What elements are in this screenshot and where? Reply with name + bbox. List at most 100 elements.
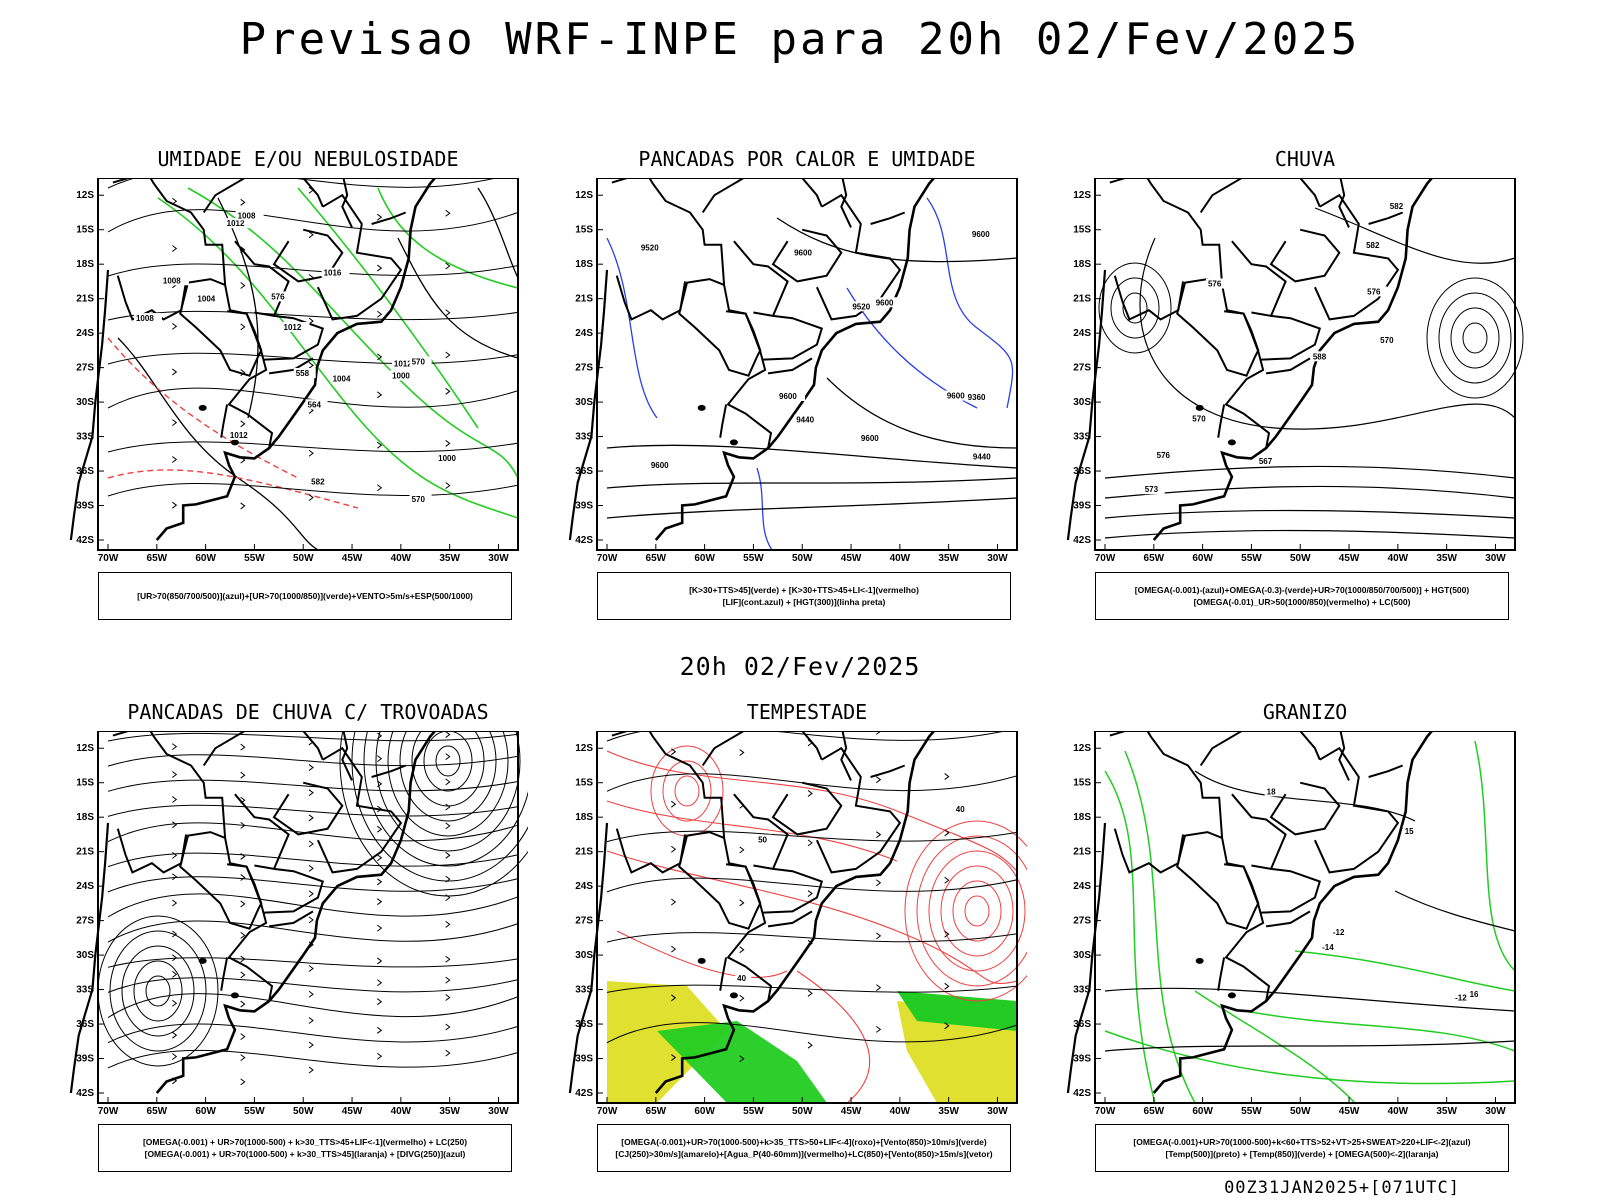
- legend-trovoadas: [OMEGA(-0.001) + UR>70(1000-500) + k>30_…: [98, 1124, 512, 1172]
- map-tempestade: 40 50 40 12S 15S 18S 21S 24S 27S 30S 33S 36S 39S 42S 7…: [568, 731, 1027, 1117]
- legend-granizo: [OMEGA(-0.001)+UR>70(1000-500)+k<60+TTS>…: [1095, 1124, 1509, 1172]
- lon-tick-label: 30W: [987, 1106, 1008, 1117]
- lon-tick-label: 50W: [293, 1106, 314, 1117]
- contour-label: 9600: [972, 230, 990, 239]
- contour-label: 9520: [641, 244, 659, 253]
- lat-tick-label: 12S: [76, 190, 94, 201]
- lat-tick-label: 15S: [1073, 225, 1091, 236]
- lon-tick-label: 45W: [342, 1106, 363, 1117]
- contour-label: 570: [412, 357, 426, 366]
- contour-label: 1012: [284, 323, 302, 332]
- lat-tick-label: 42S: [76, 535, 94, 546]
- lon-tick-label: 45W: [841, 1106, 862, 1117]
- contour-label: 582: [1390, 202, 1404, 211]
- map-trovoadas: 12S 15S 18S 21S 24S 27S 30S 33S 36S 39S 42S 70W 65W 6…: [69, 731, 528, 1117]
- lat-tick-label: 30S: [1073, 950, 1091, 961]
- lat-tick-label: 12S: [1073, 190, 1091, 201]
- contour-label: 18: [1267, 787, 1276, 796]
- lat-tick-label: 39S: [1073, 501, 1091, 512]
- contour-label: 9600: [794, 248, 812, 257]
- contour-label: 1004: [197, 295, 215, 304]
- lon-tick-label: 65W: [1144, 1106, 1165, 1117]
- lat-tick-label: 15S: [76, 225, 94, 236]
- lon-tick-label: 60W: [195, 553, 216, 564]
- lat-tick-label: 30S: [1073, 397, 1091, 408]
- lon-tick-label: 65W: [147, 553, 168, 564]
- contour-label: 1012: [230, 431, 248, 440]
- lon-tick-label: 70W: [597, 553, 618, 564]
- contour-label: 1008: [238, 211, 256, 220]
- contour-label: 9600: [876, 298, 894, 307]
- panel-title-umidade: UMIDADE E/OU NEBULOSIDADE: [157, 147, 459, 171]
- map-umidade: 1004100810121012101210161008100410001000…: [69, 178, 519, 564]
- contour-label: 40: [956, 805, 965, 814]
- legend-line: [OMEGA(-0.001)+UR>70(1000-500)+k<60+TTS>…: [1133, 1137, 1471, 1147]
- lon-tick-label: 50W: [293, 553, 314, 564]
- lon-tick-label: 60W: [1192, 1106, 1213, 1117]
- lat-tick-label: 33S: [575, 985, 593, 996]
- lon-tick-label: 35W: [1436, 553, 1457, 564]
- lat-tick-label: 21S: [575, 847, 593, 858]
- contour-label: 40: [737, 974, 746, 983]
- lon-tick-label: 45W: [1339, 553, 1360, 564]
- lat-tick-label: 30S: [575, 950, 593, 961]
- lon-tick-label: 35W: [439, 1106, 460, 1117]
- contour-label: 9360: [968, 393, 986, 402]
- lon-tick-label: 60W: [694, 1106, 715, 1117]
- lon-tick-label: 40W: [1388, 553, 1409, 564]
- panel-title-tempestade: TEMPESTADE: [746, 700, 868, 724]
- contour-label: 9440: [973, 453, 991, 462]
- lat-tick-label: 21S: [1073, 847, 1091, 858]
- legend-chuva: [OMEGA(-0.001)-(azul)+OMEGA(-0.3)-(verde…: [1095, 572, 1509, 620]
- lon-tick-label: 65W: [646, 1106, 667, 1117]
- lat-tick-label: 15S: [575, 225, 593, 236]
- lon-tick-label: 55W: [743, 1106, 764, 1117]
- lat-tick-label: 15S: [575, 778, 593, 789]
- lon-tick-label: 70W: [1095, 1106, 1116, 1117]
- legend-line: [OMEGA(-0.01)_UR>50(1000/850)(vermelho) …: [1193, 597, 1411, 607]
- legend-line: [CJ(250)>30m/s](amarelo)+[Agua_P(40-60mm…: [615, 1149, 993, 1159]
- lat-tick-label: 18S: [1073, 812, 1091, 823]
- lat-tick-label: 39S: [575, 501, 593, 512]
- legend-line: [UR>70(850/700/500)](azul)+[UR>70(1000/8…: [137, 591, 473, 601]
- lon-tick-label: 45W: [1339, 1106, 1360, 1117]
- lon-tick-label: 35W: [1436, 1106, 1457, 1117]
- contour-label: 9600: [947, 392, 965, 401]
- lon-tick-label: 50W: [1290, 553, 1311, 564]
- lat-tick-label: 15S: [1073, 778, 1091, 789]
- lat-tick-label: 27S: [76, 916, 94, 927]
- lon-tick-label: 55W: [1241, 553, 1262, 564]
- lon-tick-label: 50W: [1290, 1106, 1311, 1117]
- lon-tick-label: 40W: [391, 1106, 412, 1117]
- contour-label: 1008: [163, 276, 181, 285]
- lon-tick-label: 70W: [98, 1106, 119, 1117]
- lat-tick-label: 27S: [1073, 916, 1091, 927]
- lat-tick-label: 42S: [575, 1088, 593, 1099]
- lon-tick-label: 70W: [597, 1106, 618, 1117]
- contour-label: 570: [1380, 336, 1394, 345]
- map-pancadas_calor: 9600 9600 9600 9600 9600 9520 9520 9440 9440 9360…: [568, 178, 1018, 564]
- lat-tick-label: 24S: [575, 328, 593, 339]
- lon-tick-label: 40W: [1388, 1106, 1409, 1117]
- lat-tick-label: 27S: [575, 363, 593, 374]
- lon-tick-label: 60W: [1192, 553, 1213, 564]
- lon-tick-label: 55W: [1241, 1106, 1262, 1117]
- legend-line: [K>30+TTS>45](verde) + [K>30+TTS>45+LI<-…: [689, 585, 919, 595]
- contour-label: 567: [1259, 457, 1273, 466]
- lon-tick-label: 45W: [841, 553, 862, 564]
- lat-tick-label: 24S: [1073, 881, 1091, 892]
- lat-tick-label: 36S: [575, 1019, 593, 1030]
- legend-line: [OMEGA(-0.001)+UR>70(1000-500)+k>35_TTS>…: [621, 1137, 987, 1147]
- lat-tick-label: 12S: [575, 743, 593, 754]
- contour-label: 588: [1313, 352, 1327, 361]
- lon-tick-label: 65W: [646, 553, 667, 564]
- lat-tick-label: 39S: [76, 1054, 94, 1065]
- lat-tick-label: 30S: [575, 397, 593, 408]
- lat-tick-label: 33S: [1073, 985, 1091, 996]
- lat-tick-label: 12S: [76, 743, 94, 754]
- lat-tick-label: 21S: [1073, 294, 1091, 305]
- lat-tick-label: 42S: [1073, 1088, 1091, 1099]
- contour-label: 50: [758, 836, 767, 845]
- lat-tick-label: 27S: [1073, 363, 1091, 374]
- map-chuva: 582 576 576 582 588 570 573 567 576 570 12S 15S 18S 2…: [1066, 178, 1524, 564]
